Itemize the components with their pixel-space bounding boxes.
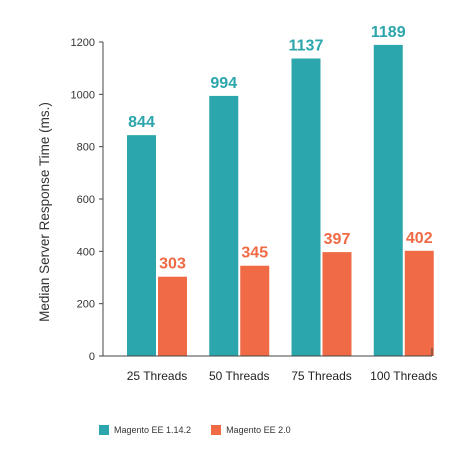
y-tick-label: 400 xyxy=(77,246,95,258)
x-axis: 25 Threads 50 Threads 75 Threads 100 Thread… xyxy=(103,348,437,383)
x-category-label: 50 Threads xyxy=(209,369,270,383)
bar-chart: 0 200 400 600 800 1000 1200 844 303 994 345 1137 39… xyxy=(37,24,437,383)
legend-swatch xyxy=(99,425,109,435)
bars xyxy=(127,44,434,357)
y-axis: 0 200 400 600 800 1000 1200 xyxy=(71,37,104,363)
legend-item-series-2: Magento EE 2.0 xyxy=(211,425,291,435)
bar xyxy=(127,135,156,356)
data-label: 1137 xyxy=(289,37,324,54)
legend: Magento EE 1.14.2 Magento EE 2.0 xyxy=(99,423,311,437)
legend-label: Magento EE 1.14.2 xyxy=(114,425,192,435)
data-labels: 844 303 994 345 1137 397 1189 402 xyxy=(128,24,433,273)
bar xyxy=(373,44,403,357)
legend-item-series-1: Magento EE 1.14.2 xyxy=(99,425,191,435)
y-tick-label: 1200 xyxy=(71,37,95,49)
data-label: 402 xyxy=(406,230,433,247)
y-tick-label: 1000 xyxy=(71,89,95,101)
bar xyxy=(322,252,352,356)
y-tick-label: 800 xyxy=(77,142,95,154)
data-label: 1189 xyxy=(371,24,406,41)
bar xyxy=(209,95,239,357)
legend-label: Magento EE 2.0 xyxy=(226,425,291,435)
bar xyxy=(240,265,270,356)
legend-swatch xyxy=(211,425,222,435)
y-tick-label: 200 xyxy=(77,299,95,311)
data-label: 994 xyxy=(210,75,237,92)
x-category-label: 75 Threads xyxy=(291,369,352,383)
data-label: 844 xyxy=(128,114,155,131)
x-category-label: 100 Threads xyxy=(370,369,437,383)
y-tick-label: 600 xyxy=(77,194,95,206)
y-axis-label: Median Server Response Time (ms.) xyxy=(37,102,52,322)
y-tick-label: 0 xyxy=(89,351,95,363)
data-label: 345 xyxy=(241,245,268,262)
bar xyxy=(404,250,434,356)
x-category-label: 25 Threads xyxy=(127,369,188,383)
bar xyxy=(291,58,321,357)
data-label: 303 xyxy=(159,256,186,273)
data-label: 397 xyxy=(324,231,351,248)
bar xyxy=(158,276,187,356)
